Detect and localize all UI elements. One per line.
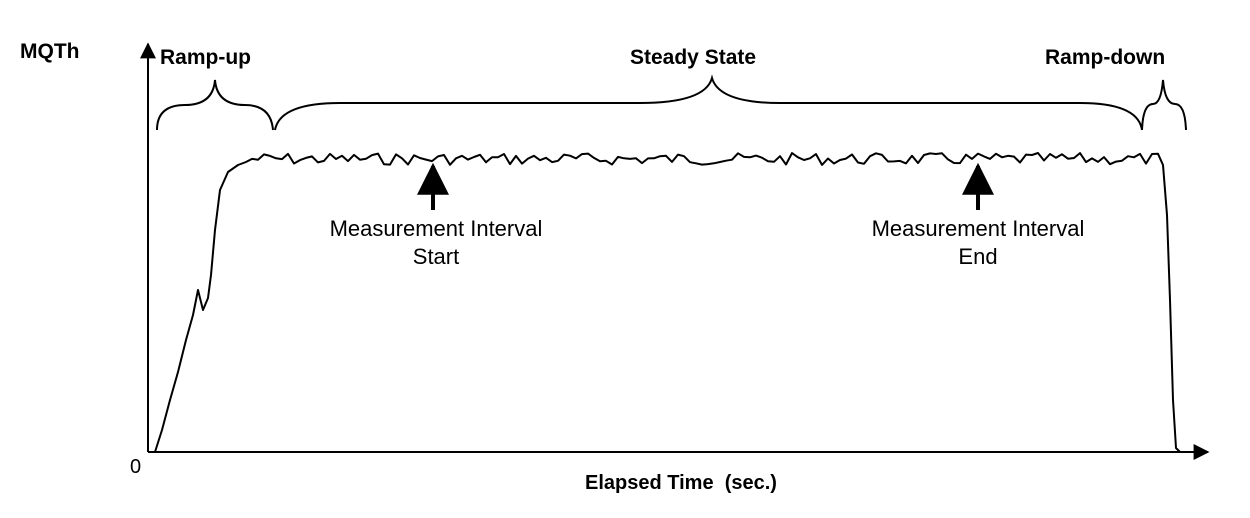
steady-state-brace bbox=[274, 74, 1143, 131]
throughput-curve bbox=[154, 152, 1181, 453]
ramp-up-label: Ramp-up bbox=[160, 46, 251, 69]
measurement-start-line2: Start bbox=[412, 244, 460, 269]
y-axis-label: MQTh bbox=[20, 40, 80, 63]
measurement-end-line1: Measurement Interval bbox=[871, 216, 1085, 241]
steady-state-label: Steady State bbox=[630, 46, 757, 69]
measurement-end-label: Measurement Interval End bbox=[858, 215, 1098, 271]
ramp-up-brace bbox=[156, 79, 274, 131]
measurement-start-line1: Measurement Interval bbox=[329, 216, 543, 241]
measurement-end-line2: End bbox=[958, 244, 998, 269]
ramp-down-brace bbox=[1141, 79, 1187, 131]
x-axis-label: Elapsed Time (sec.) bbox=[585, 472, 777, 494]
ramp-down-label: Ramp-down bbox=[1045, 46, 1166, 69]
measurement-start-label: Measurement Interval Start bbox=[316, 215, 556, 271]
origin-label: 0 bbox=[130, 456, 142, 478]
